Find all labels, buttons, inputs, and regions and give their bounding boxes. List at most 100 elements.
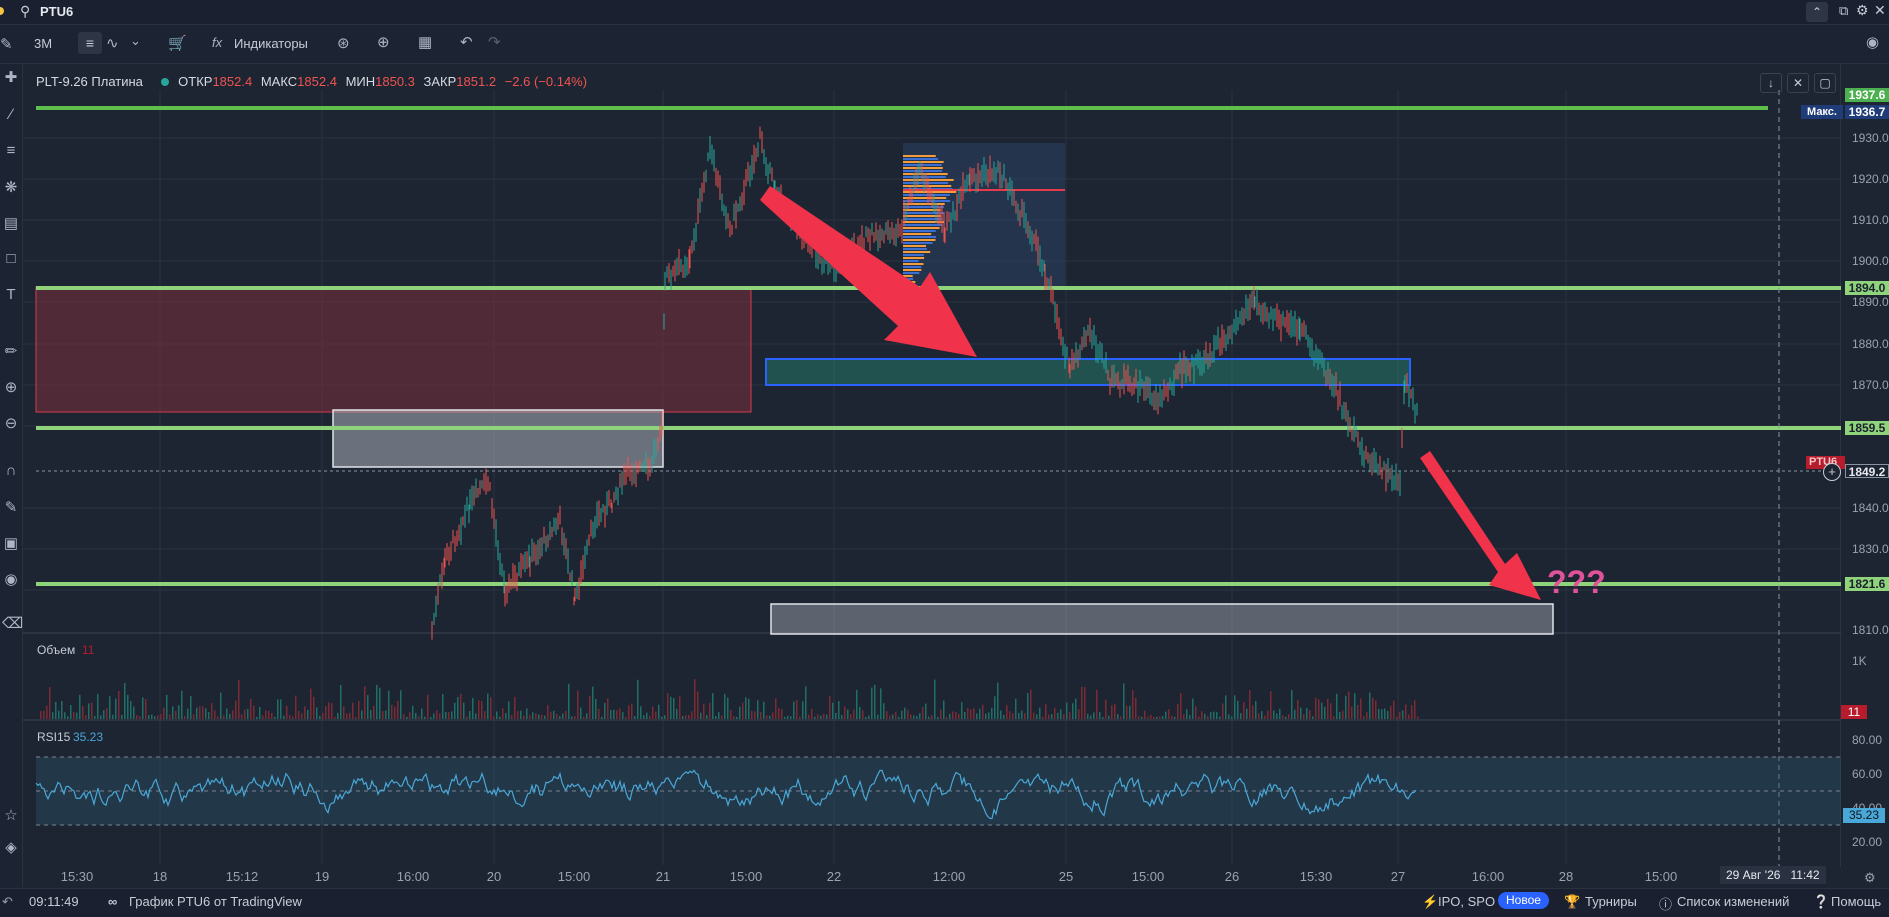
- cart-icon[interactable]: 🛒: [168, 35, 187, 52]
- scroll-down-icon[interactable]: ↓: [1760, 73, 1782, 93]
- zoom-out-icon[interactable]: ⊖: [4, 415, 18, 432]
- volume-bar: [1402, 710, 1404, 719]
- redo-icon[interactable]: ↷: [488, 34, 501, 51]
- candles-icon[interactable]: ≡: [78, 32, 102, 54]
- volume-bar: [1354, 693, 1356, 719]
- volume-bar: [1396, 716, 1398, 719]
- volume-bar: [802, 701, 804, 719]
- volume-bar: [379, 687, 381, 719]
- undo-icon[interactable]: ↶: [460, 34, 473, 51]
- magnet-icon[interactable]: ∩: [5, 462, 17, 479]
- chevron-down-icon[interactable]: ⌄: [130, 33, 141, 48]
- fib-icon[interactable]: ≡: [6, 142, 16, 159]
- volume-bar: [142, 697, 144, 719]
- collapse-pane-icon[interactable]: ✕: [1787, 73, 1809, 93]
- volume-bar: [754, 711, 756, 719]
- volume-bar: [112, 714, 114, 719]
- ipo-link[interactable]: IPO, SPO: [1438, 894, 1496, 909]
- volume-bar: [205, 708, 207, 719]
- volume-bar: [625, 716, 627, 719]
- volume-bar: [88, 703, 90, 719]
- volume-bar: [118, 691, 120, 719]
- volume-bar: [340, 684, 342, 719]
- symbol-search-input[interactable]: PTU6: [40, 4, 74, 19]
- pencil-lock-icon[interactable]: ✎: [4, 499, 18, 516]
- line-chart-icon[interactable]: ∿: [106, 35, 119, 52]
- volume-profile-bar: [903, 194, 950, 196]
- volume-bar: [400, 690, 402, 719]
- fx-icon[interactable]: fx: [212, 35, 223, 50]
- volume-bar: [1030, 689, 1032, 719]
- volume-bar: [1195, 706, 1197, 719]
- volume-profile-bar: [903, 212, 945, 214]
- volume-bar: [925, 703, 927, 719]
- volume-title[interactable]: Объем: [37, 643, 76, 657]
- volume-bar: [964, 711, 966, 719]
- new-badge[interactable]: Новое: [1498, 892, 1549, 909]
- changelog-link[interactable]: Список изменений: [1677, 894, 1790, 909]
- question-annotation[interactable]: ???: [1547, 564, 1606, 600]
- volume-bar: [1318, 699, 1320, 719]
- volume-bar: [61, 701, 63, 719]
- ruler-icon[interactable]: ✏: [4, 343, 18, 360]
- volume-bar: [544, 715, 546, 719]
- volume-bar: [715, 716, 717, 719]
- volume-bar: [574, 716, 576, 719]
- volume-bar: [553, 710, 555, 719]
- tournaments-link[interactable]: Турниры: [1585, 894, 1637, 909]
- price-tick: 1870.0: [1852, 378, 1889, 392]
- trash-icon[interactable]: ⌫: [2, 615, 24, 632]
- symbol-name[interactable]: PLT-9.26 Платина: [36, 74, 143, 89]
- lock-icon[interactable]: ▣: [3, 535, 19, 552]
- time-tick: 22: [826, 869, 842, 884]
- volume-bar: [559, 716, 561, 719]
- rsi-value: 35.23: [73, 730, 104, 744]
- volume-bar: [1312, 716, 1314, 719]
- volume-bar: [1231, 716, 1233, 719]
- volume-profile-bar: [903, 161, 944, 163]
- star-icon[interactable]: ☆: [4, 807, 18, 824]
- maximize-pane-icon[interactable]: ▢: [1814, 73, 1836, 93]
- volume-bar: [832, 702, 834, 719]
- search-icon[interactable]: ⚲: [20, 3, 31, 19]
- help-link[interactable]: Помощь: [1831, 894, 1882, 909]
- text-icon[interactable]: T: [6, 286, 16, 303]
- camera-icon[interactable]: ◉: [1866, 34, 1880, 51]
- chart-canvas[interactable]: [23, 64, 1841, 867]
- settings-gear-icon[interactable]: ⚙: [1856, 2, 1869, 18]
- volume-bar: [166, 694, 168, 719]
- collapse-button[interactable]: ⌃: [1806, 2, 1828, 22]
- replay-icon[interactable]: ⊕: [377, 34, 390, 51]
- volume-profile-bar: [903, 227, 940, 229]
- volume-bar: [1033, 712, 1035, 719]
- rsi-title[interactable]: RSI15: [37, 730, 71, 744]
- volume-bar: [1138, 716, 1140, 719]
- draw-pencil-icon[interactable]: ✎: [0, 36, 13, 53]
- layout-icon[interactable]: ▦: [418, 34, 433, 51]
- volume-bar: [427, 694, 429, 719]
- crosshair-icon[interactable]: ✚: [4, 69, 18, 86]
- volume-bar: [199, 706, 201, 719]
- zoom-in-icon[interactable]: ⊕: [4, 379, 18, 396]
- alert-icon[interactable]: ⊛: [337, 35, 350, 52]
- volume-bar: [160, 714, 162, 719]
- trend-line-icon[interactable]: ∕: [9, 106, 13, 123]
- clock: 09:11:49: [29, 894, 79, 909]
- measure-icon[interactable]: ▤: [3, 215, 19, 232]
- volume-bar: [613, 709, 615, 719]
- volume-bar: [1132, 690, 1134, 719]
- axis-settings-gear-icon[interactable]: ⚙: [1864, 870, 1876, 885]
- restore-window-icon[interactable]: ⧉: [1839, 3, 1849, 18]
- eye-icon[interactable]: ◉: [4, 571, 18, 588]
- rectangle-icon[interactable]: □: [6, 250, 16, 267]
- close-icon[interactable]: ✕: [1874, 2, 1886, 18]
- pattern-icon[interactable]: ❋: [4, 179, 18, 196]
- add-alert-icon[interactable]: +: [1823, 463, 1841, 481]
- volume-bar: [1045, 704, 1047, 719]
- volume-bar: [1057, 712, 1059, 719]
- close-value: 1851.2: [456, 74, 497, 89]
- tradingview-link[interactable]: График PTU6 от TradingView: [129, 894, 302, 909]
- indicators-button[interactable]: Индикаторы: [234, 36, 308, 51]
- timeframe-button[interactable]: 3M: [34, 36, 53, 51]
- layers-icon[interactable]: ◈: [5, 839, 17, 856]
